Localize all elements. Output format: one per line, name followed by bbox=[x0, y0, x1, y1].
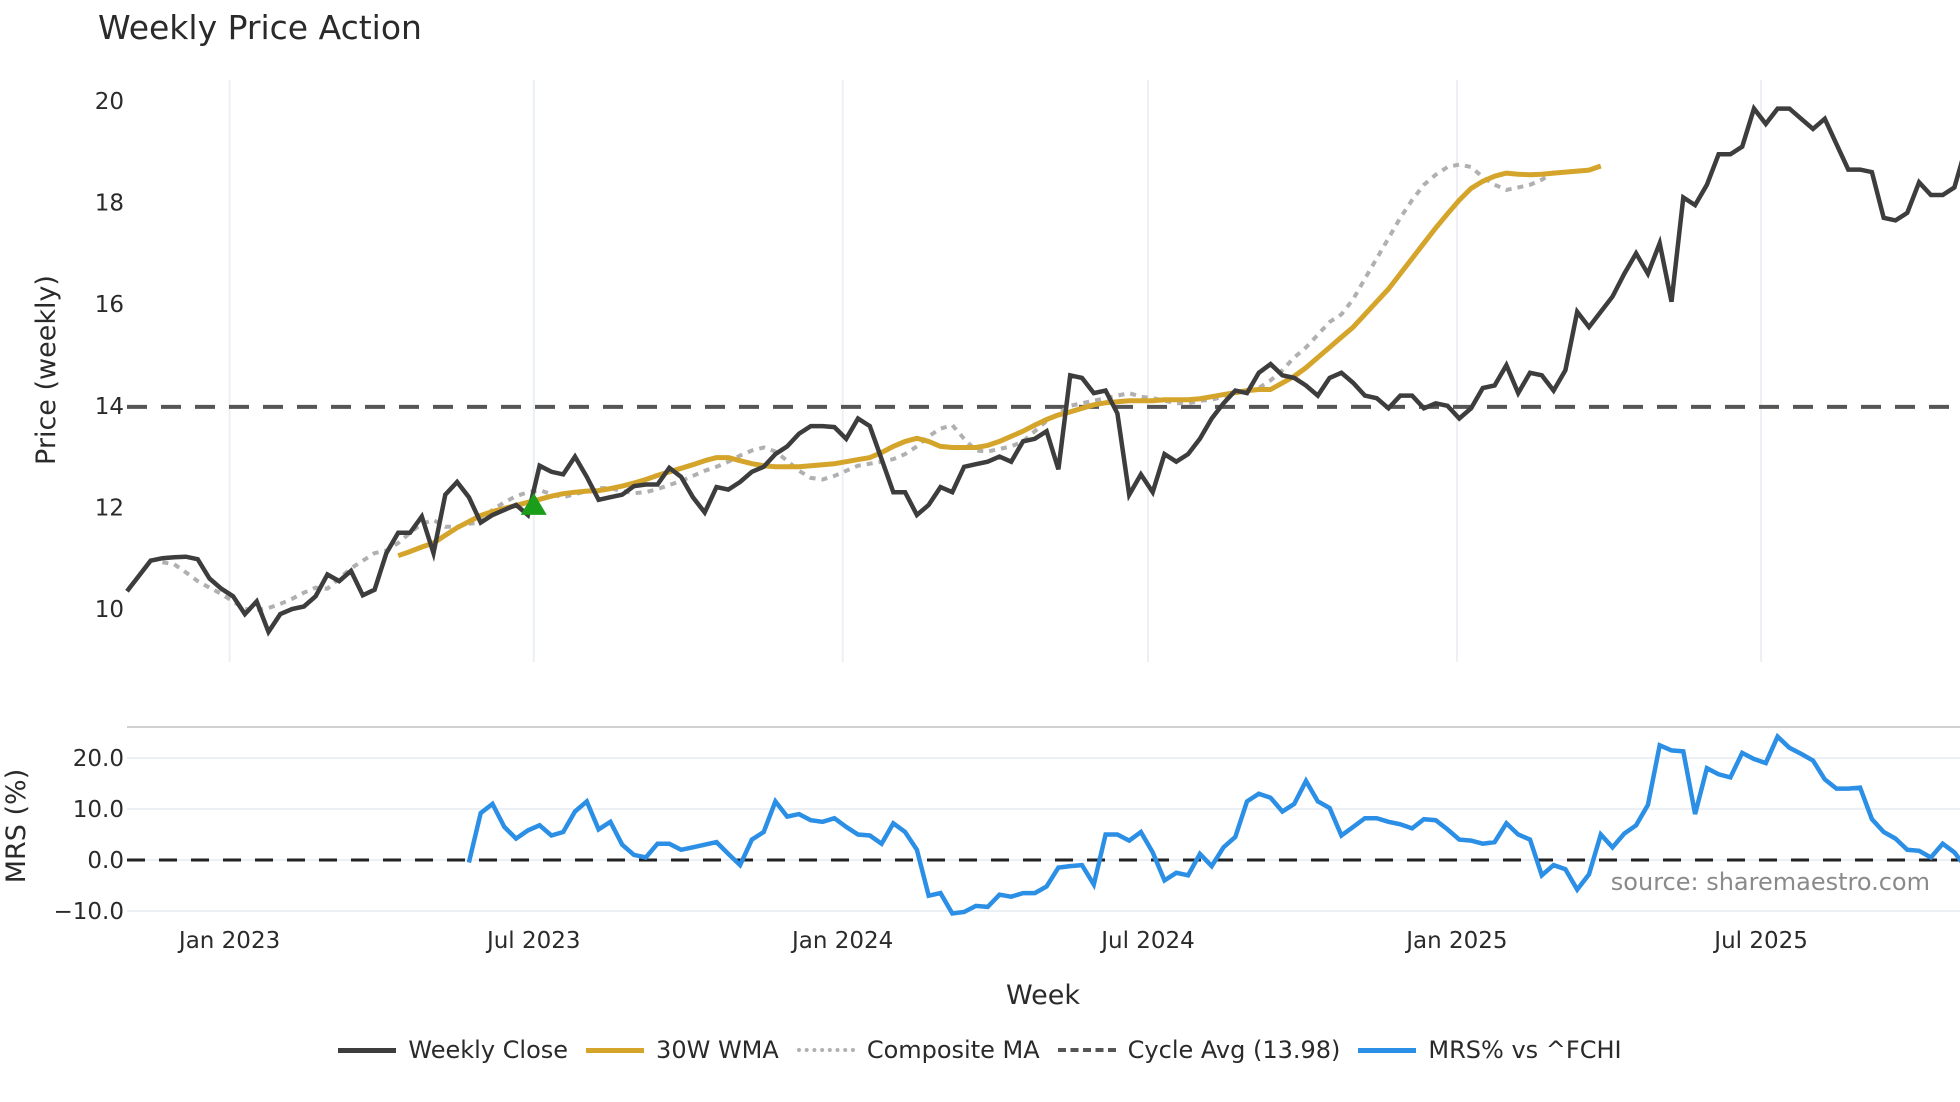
svg-text:−10.0: −10.0 bbox=[54, 899, 124, 925]
legend-item-mrs[interactable]: MRS% vs ^FCHI bbox=[1358, 1036, 1622, 1064]
svg-text:18: 18 bbox=[95, 191, 124, 217]
svg-text:Jul 2023: Jul 2023 bbox=[485, 928, 581, 954]
svg-text:16: 16 bbox=[95, 292, 124, 318]
dotted-line-swatch-icon bbox=[796, 1048, 855, 1052]
price-y-axis-title: Price (weekly) bbox=[31, 275, 62, 465]
svg-text:Jan 2023: Jan 2023 bbox=[177, 928, 280, 954]
x-axis-title: Week bbox=[1006, 980, 1080, 1011]
line-swatch-icon bbox=[586, 1047, 645, 1053]
price-gridlines bbox=[228, 80, 1763, 662]
buy-signal-triangle-icon bbox=[520, 492, 547, 515]
svg-text:10: 10 bbox=[95, 597, 124, 623]
svg-text:20.0: 20.0 bbox=[73, 746, 124, 772]
svg-text:Jul 2024: Jul 2024 bbox=[1099, 928, 1195, 954]
dashed-line-swatch-icon bbox=[1057, 1048, 1116, 1052]
svg-text:0.0: 0.0 bbox=[87, 848, 124, 874]
svg-text:12: 12 bbox=[95, 495, 124, 521]
line-swatch-icon bbox=[1358, 1047, 1417, 1053]
weekly-close-line bbox=[125, 103, 1960, 637]
svg-text:Jan 2024: Jan 2024 bbox=[790, 928, 893, 954]
price-y-axis: 10 12 14 16 18 20 bbox=[95, 89, 124, 623]
composite-ma-line bbox=[162, 162, 1555, 613]
legend-item-cycle-avg[interactable]: Cycle Avg (13.98) bbox=[1057, 1036, 1341, 1064]
chart-title: Weekly Price Action bbox=[98, 8, 422, 47]
svg-text:Jul 2025: Jul 2025 bbox=[1712, 928, 1808, 954]
x-axis: Jan 2023 Jul 2023 Jan 2024 Jul 2024 Jan 2025… bbox=[177, 928, 1808, 954]
svg-text:10.0: 10.0 bbox=[73, 797, 124, 823]
legend-label: 30W WMA bbox=[656, 1036, 779, 1064]
source-watermark: source: sharemaestro.com bbox=[1611, 868, 1930, 896]
legend: Weekly Close 30W WMA Composite MA Cycle … bbox=[0, 1036, 1960, 1064]
wma-30w-line bbox=[397, 163, 1602, 559]
line-swatch-icon bbox=[338, 1047, 397, 1053]
svg-text:Jan 2025: Jan 2025 bbox=[1404, 928, 1507, 954]
legend-label: Cycle Avg (13.98) bbox=[1127, 1036, 1341, 1064]
mrs-line bbox=[466, 732, 1960, 916]
mrs-y-axis: −10.0 0.0 10.0 20.0 bbox=[54, 746, 124, 925]
legend-label: MRS% vs ^FCHI bbox=[1428, 1036, 1622, 1064]
svg-text:20: 20 bbox=[95, 89, 124, 115]
mrs-y-axis-title: MRS (%) bbox=[1, 769, 32, 884]
legend-item-30w-wma[interactable]: 30W WMA bbox=[586, 1036, 779, 1064]
legend-item-composite-ma[interactable]: Composite MA bbox=[796, 1036, 1040, 1064]
legend-label: Composite MA bbox=[866, 1036, 1040, 1064]
legend-label: Weekly Close bbox=[408, 1036, 569, 1064]
svg-text:14: 14 bbox=[95, 394, 124, 420]
legend-item-weekly-close[interactable]: Weekly Close bbox=[338, 1036, 568, 1064]
